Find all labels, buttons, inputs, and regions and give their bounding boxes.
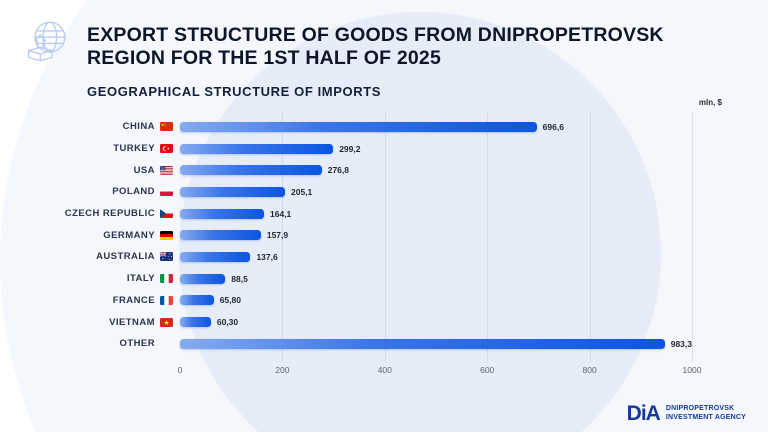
x-tick-200: 200 — [275, 365, 290, 375]
country-label: GERMANY — [103, 229, 155, 241]
agency-logo: DiA DNIPROPETROVSK INVESTMENT AGENCY — [627, 403, 746, 424]
bar-track: 276,8 — [180, 165, 692, 176]
table-row: CZECH REPUBLIC 164,1 — [60, 203, 760, 225]
bar-poland — [180, 186, 285, 197]
bar-usa — [180, 165, 322, 176]
bar-turkey — [180, 143, 334, 154]
flag-italy-icon — [160, 274, 173, 284]
country-label: ITALY — [126, 273, 155, 285]
bar-czech-republic — [180, 208, 265, 219]
table-row: FRANCE 65,80 — [60, 290, 760, 312]
table-row: USA 276,8 — [60, 159, 760, 181]
bar-value: 137,6 — [256, 251, 278, 262]
globe-export-icon — [28, 21, 66, 62]
flag-germany-icon — [160, 230, 173, 240]
bar-value: 205,1 — [291, 186, 313, 197]
title-line-2: REGION FOR THE 1ST HALF OF 2025 — [87, 47, 442, 69]
x-tick-0: 0 — [177, 365, 183, 375]
x-tick-1000: 1000 — [682, 365, 702, 375]
bar-value: 157,9 — [266, 230, 289, 241]
gridline-200 — [282, 112, 284, 362]
page-title: EXPORT STRUCTURE OF GOODS FROM DNIPROPET… — [87, 24, 747, 70]
table-row: VIETNAM 60,30 — [60, 311, 760, 333]
table-row: ITALY 88,5 — [60, 268, 760, 290]
x-tick-400: 400 — [377, 365, 392, 375]
x-axis: 0 200 400 600 800 1000 — [177, 365, 702, 377]
bar-track: 983,3 — [180, 338, 692, 349]
flag-china-icon — [160, 122, 173, 132]
chart-gridlines — [180, 112, 693, 362]
bar-value: 696,6 — [542, 121, 564, 132]
flag-poland-icon — [160, 187, 173, 197]
gridline-1000 — [692, 112, 693, 362]
bar-track: 137,6 — [180, 251, 692, 262]
bar-value: 276,8 — [327, 165, 349, 176]
background-circle-main — [179, 12, 661, 432]
bar-australia — [180, 251, 251, 262]
x-tick-800: 800 — [582, 365, 597, 375]
agency-name-line-2: INVESTMENT AGENCY — [665, 413, 746, 421]
bar-value: 983,3 — [670, 338, 692, 349]
bar-track: 60,30 — [180, 317, 692, 328]
flag-turkey-icon — [160, 144, 173, 154]
bar-track: 65,80 — [180, 295, 692, 306]
country-label: AUSTRALIA — [96, 251, 155, 263]
title-line-1: EXPORT STRUCTURE OF GOODS FROM DNIPROPET… — [87, 24, 664, 46]
country-label: CHINA — [122, 121, 155, 133]
bar-france — [180, 295, 214, 306]
flag-australia-icon — [160, 252, 173, 262]
country-label: TURKEY — [113, 143, 155, 155]
flag-france-icon — [160, 295, 173, 305]
chart-subtitle: GEOGRAPHICAL STRUCTURE OF IMPORTS — [87, 84, 382, 99]
country-label: CZECH REPUBLIC — [64, 208, 155, 220]
gridline-600 — [487, 112, 489, 362]
bar-germany — [180, 230, 261, 241]
table-row: CHINA 696,6 — [60, 116, 760, 138]
country-label: VIETNAM — [109, 316, 155, 328]
table-row: OTHER 983,3 — [60, 333, 760, 355]
flag-czech-republic-icon — [160, 209, 173, 219]
flag-placeholder — [160, 339, 173, 348]
dia-logo-icon: DiA — [626, 402, 661, 425]
bar-value: 299,2 — [339, 143, 361, 154]
unit-label: mln, $ — [698, 98, 722, 107]
bar-italy — [180, 273, 226, 284]
bar-track: 157,9 — [180, 230, 692, 241]
bar-track: 164,1 — [180, 208, 692, 219]
gridline-800 — [589, 112, 591, 362]
agency-name-line-1: DNIPROPETROVSK — [665, 405, 735, 412]
table-row: GERMANY 157,9 — [60, 224, 760, 246]
x-tick-600: 600 — [480, 365, 495, 375]
country-label: USA — [133, 164, 155, 176]
flag-usa-icon — [160, 165, 173, 175]
table-row: AUSTRALIA 137,6 — [60, 246, 760, 268]
bar-track: 88,5 — [180, 273, 692, 284]
bar-china — [180, 121, 537, 132]
bar-value: 60,30 — [216, 317, 239, 328]
bar-track: 205,1 — [180, 186, 692, 197]
bar-value: 88,5 — [231, 273, 248, 284]
bar-track: 299,2 — [180, 143, 692, 154]
bar-track: 696,6 — [180, 121, 692, 132]
country-label: OTHER — [119, 338, 155, 350]
bar-chart: CHINA 696,6 TURKEY 299,2 USA 276,8 — [60, 116, 760, 355]
country-label: FRANCE — [112, 294, 155, 306]
bar-vietnam — [180, 317, 211, 328]
bar-value: 164,1 — [270, 208, 292, 219]
table-row: POLAND 205,1 — [60, 181, 760, 203]
table-row: TURKEY 299,2 — [60, 138, 760, 160]
bar-value: 65,80 — [219, 295, 241, 306]
country-label: POLAND — [112, 186, 155, 198]
flag-vietnam-icon — [160, 317, 173, 327]
gridline-400 — [384, 112, 386, 362]
bar-other — [180, 338, 665, 349]
